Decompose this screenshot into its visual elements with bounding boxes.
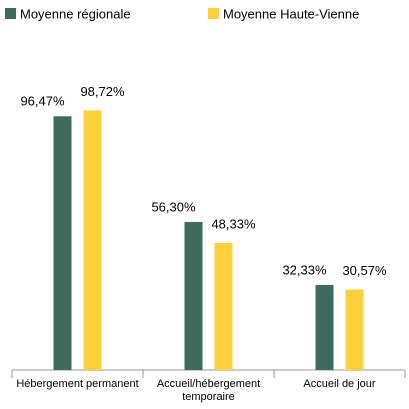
legend-label: Moyenne régionale xyxy=(20,6,131,21)
bar xyxy=(184,221,203,370)
data-label: 30,57% xyxy=(342,263,387,278)
x-tick-label: Accueil de jour xyxy=(303,378,375,390)
data-label: 56,30% xyxy=(151,199,196,214)
data-label: 96,47% xyxy=(20,94,65,109)
bar xyxy=(315,284,334,370)
data-label: 48,33% xyxy=(211,216,256,231)
legend-swatch xyxy=(208,8,219,19)
data-label: 98,72% xyxy=(80,84,125,99)
legend-swatch xyxy=(5,8,16,19)
x-tick-label: Hébergement permanent xyxy=(16,378,138,390)
data-label: 32,33% xyxy=(282,262,327,277)
bar xyxy=(83,110,102,371)
bar xyxy=(345,289,364,370)
bar xyxy=(53,116,72,370)
x-tick-label: Accueil/hébergement temporaire xyxy=(157,378,260,403)
legend-label: Moyenne Haute-Vienne xyxy=(223,6,359,21)
bar xyxy=(214,242,233,370)
